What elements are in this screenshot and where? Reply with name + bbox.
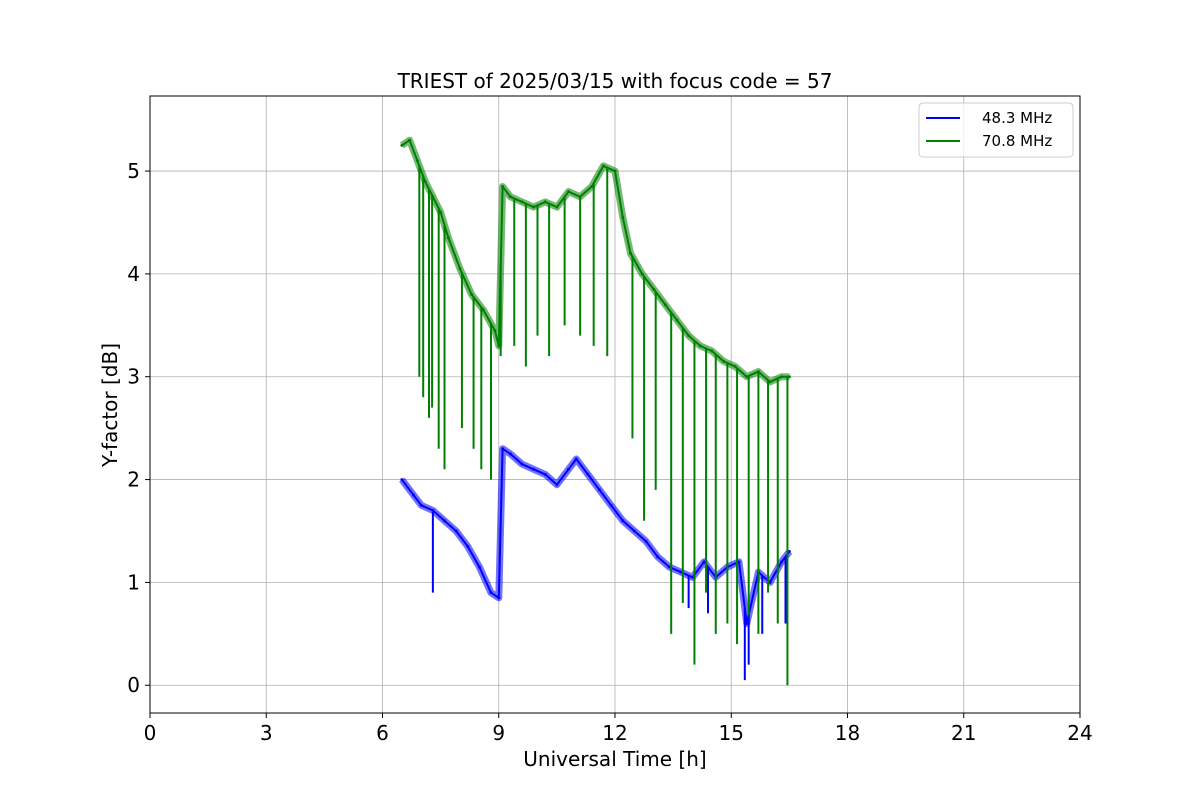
data-point xyxy=(675,318,679,322)
legend-box xyxy=(918,102,1074,158)
data-point xyxy=(423,179,427,183)
data-point xyxy=(532,205,536,209)
data-point xyxy=(508,195,512,199)
x-tick-label: 12 xyxy=(602,721,627,745)
y-tick-label: 4 xyxy=(127,262,140,286)
data-point xyxy=(609,503,613,507)
data-point xyxy=(508,452,512,456)
data-point xyxy=(586,472,590,476)
y-tick-label: 0 xyxy=(127,673,140,697)
y-tick-label: 3 xyxy=(127,365,140,389)
x-tick-label: 6 xyxy=(376,721,389,745)
data-point xyxy=(644,539,648,543)
data-point xyxy=(497,596,501,600)
data-point xyxy=(722,359,725,363)
x-tick-label: 24 xyxy=(1067,721,1092,745)
data-point xyxy=(652,287,656,291)
legend-label: 70.8 MHz xyxy=(982,132,1052,150)
data-point xyxy=(419,503,423,507)
data-point xyxy=(687,334,691,338)
data-point xyxy=(621,519,625,523)
data-point xyxy=(787,550,791,554)
data-point xyxy=(613,169,617,173)
x-tick-label: 0 xyxy=(144,721,157,745)
data-point xyxy=(567,190,570,194)
data-point xyxy=(679,570,683,574)
data-point xyxy=(629,251,632,255)
data-point xyxy=(780,375,784,379)
data-point xyxy=(520,462,524,466)
data-point xyxy=(477,565,481,569)
legend-label: 48.3 MHz xyxy=(982,109,1052,127)
x-axis-label: Universal Time [h] xyxy=(523,747,706,771)
data-point xyxy=(481,308,485,312)
data-point xyxy=(667,565,671,569)
data-point xyxy=(574,457,578,461)
y-tick-label: 5 xyxy=(127,159,140,183)
x-tick-label: 21 xyxy=(951,721,976,745)
data-point xyxy=(733,364,737,368)
x-tick-label: 18 xyxy=(835,721,860,745)
data-point xyxy=(691,575,694,579)
data-point xyxy=(446,236,450,240)
data-point xyxy=(408,138,412,142)
data-point xyxy=(489,591,493,595)
data-point xyxy=(501,184,505,188)
data-point xyxy=(543,200,547,204)
x-tick-label: 3 xyxy=(260,721,273,745)
data-point xyxy=(656,555,660,559)
data-point xyxy=(439,210,443,214)
data-point xyxy=(543,472,547,476)
y-axis-label: Y-factor [dB] xyxy=(98,343,122,468)
series-layer xyxy=(399,136,793,686)
data-point xyxy=(532,467,536,471)
data-point xyxy=(640,272,644,276)
data-point xyxy=(590,184,594,188)
data-point xyxy=(567,467,570,471)
data-point xyxy=(501,447,505,451)
data-point xyxy=(497,344,501,348)
data-point xyxy=(400,478,404,482)
x-tick-label: 9 xyxy=(492,721,505,745)
data-point xyxy=(780,560,784,564)
data-point xyxy=(412,493,415,497)
data-point xyxy=(787,375,791,379)
data-point xyxy=(745,375,749,379)
data-point xyxy=(737,560,741,564)
data-point xyxy=(520,200,524,204)
y-tick-label: 2 xyxy=(127,468,140,492)
chart-title: TRIEST of 2025/03/15 with focus code = 5… xyxy=(397,69,833,93)
data-point xyxy=(443,519,446,523)
data-point xyxy=(466,544,470,548)
data-point xyxy=(415,159,419,163)
data-point xyxy=(768,380,772,384)
data-point xyxy=(598,488,601,492)
data-point xyxy=(768,580,772,584)
data-point xyxy=(470,292,474,296)
data-point xyxy=(698,344,702,348)
data-point xyxy=(632,529,636,533)
data-point xyxy=(555,205,559,209)
data-point xyxy=(601,164,605,168)
data-point xyxy=(621,215,625,219)
x-tick-label: 15 xyxy=(719,721,744,745)
y-tick-label: 1 xyxy=(127,570,140,594)
data-point xyxy=(663,303,667,307)
data-point xyxy=(702,560,706,564)
data-point xyxy=(710,349,714,353)
data-point xyxy=(458,267,462,271)
data-point xyxy=(745,622,749,626)
legend: 48.3 MHz 70.8 MHz xyxy=(918,102,1074,158)
data-point xyxy=(493,328,497,332)
data-point xyxy=(454,529,458,533)
data-point xyxy=(400,143,404,147)
data-point xyxy=(555,483,559,487)
